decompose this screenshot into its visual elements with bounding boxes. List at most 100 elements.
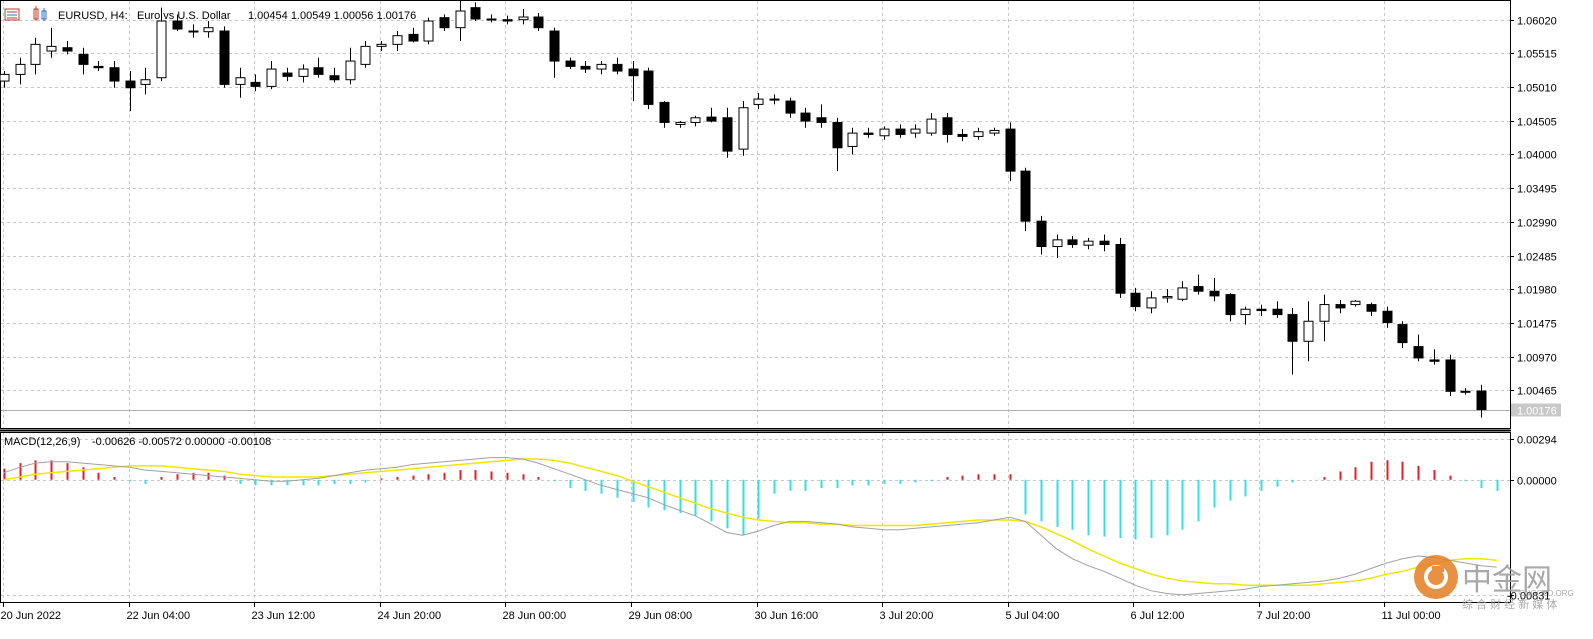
candle	[800, 107, 811, 128]
time-label: 28 Jun 00:00	[503, 610, 567, 622]
bear-candle-body	[565, 60, 576, 67]
candle	[1036, 215, 1047, 255]
bull-candle-body	[910, 128, 921, 134]
candle	[1193, 274, 1204, 295]
candle	[502, 15, 513, 25]
price-label: 1.02990	[1517, 218, 1557, 230]
price-axis[interactable]: 1.06020 1.05515 1.05010 1.04505 1.04000 1.034…	[1510, 16, 1561, 418]
price-label: 1.06020	[1517, 16, 1557, 28]
bear-candle-body	[78, 53, 89, 65]
candle	[816, 104, 827, 128]
candle	[753, 93, 764, 110]
candle-chart-icon[interactable]	[33, 6, 47, 21]
bear-candle-body	[1005, 128, 1016, 172]
main-grid	[1, 1, 1510, 428]
candle	[156, 7, 167, 82]
candle	[219, 26, 230, 88]
bear-candle-body	[1209, 290, 1220, 297]
bull-candle-body	[1303, 320, 1314, 342]
time-label: 3 Jul 20:00	[880, 610, 934, 622]
candle	[0, 71, 10, 88]
bull-candle-body	[690, 117, 701, 123]
candle	[1256, 304, 1267, 316]
candle	[235, 67, 246, 98]
candle	[1366, 302, 1377, 316]
time-label: 20 Jun 2022	[1, 610, 62, 622]
bear-candle-body	[1272, 308, 1283, 316]
bear-candle-body	[816, 117, 827, 123]
bear-candle-body	[628, 68, 639, 77]
macd-axis-label: -0.00831	[1507, 591, 1550, 603]
bull-candle-body	[973, 131, 984, 137]
candle	[423, 17, 434, 45]
price-label: 1.00970	[1517, 353, 1557, 365]
ohlc-values: 1.00454 1.00549 1.00056 1.00176	[248, 10, 416, 22]
bull-candle-body	[423, 20, 434, 42]
bear-candle-body	[1225, 294, 1236, 316]
bull-candle-body	[1052, 239, 1063, 248]
candle	[188, 24, 199, 38]
candle	[1162, 289, 1173, 303]
candle	[1115, 237, 1126, 298]
indicator-axis[interactable]: 0.00294 0.00000 -0.00831	[1507, 435, 1557, 603]
candle	[847, 127, 858, 155]
bull-candle-body	[1319, 304, 1330, 322]
candle	[1350, 299, 1361, 307]
candle	[313, 57, 324, 78]
bull-candle-body	[518, 16, 529, 21]
price-label: 1.04000	[1517, 150, 1557, 162]
bull-candle-body	[0, 73, 10, 82]
bull-candle-body	[15, 63, 26, 75]
bear-candle-body	[659, 101, 670, 123]
candle	[942, 113, 953, 143]
candle	[1146, 291, 1157, 314]
time-label: 7 Jul 20:00	[1257, 610, 1311, 622]
bear-candle-body	[188, 30, 199, 33]
time-axis[interactable]: 20 Jun 2022 22 Jun 04:00 23 Jun 12:00 24 Ju…	[1, 603, 1441, 622]
candlestick-series	[0, 1, 1487, 418]
candle	[518, 9, 529, 25]
candle	[345, 47, 356, 85]
candle	[376, 41, 387, 52]
candle	[1099, 234, 1110, 252]
bear-candle-body	[722, 117, 733, 152]
bear-candle-body	[93, 65, 104, 69]
bear-candle-body	[408, 33, 419, 42]
signal-line	[3, 458, 1497, 586]
bull-candle-body	[360, 45, 371, 65]
candle	[1225, 293, 1236, 322]
candle	[1429, 349, 1440, 365]
candle	[612, 57, 623, 75]
bear-candle-body	[769, 98, 780, 101]
candle	[565, 57, 576, 70]
candle	[738, 101, 749, 156]
chart-header: EURUSD, H4: Euro vs U.S. Dollar 1.00454 …	[4, 6, 416, 22]
candle	[1052, 234, 1063, 258]
candle	[549, 27, 560, 78]
candle	[15, 57, 26, 85]
bull-candle-body	[738, 107, 749, 150]
candle	[1460, 387, 1471, 395]
bear-candle-body	[1256, 308, 1267, 312]
bull-candle-body	[1460, 390, 1471, 393]
bear-candle-body	[1397, 324, 1408, 344]
candle	[895, 124, 906, 138]
candle	[533, 13, 544, 32]
macd-values: -0.00626 -0.00572 0.00000 -0.00108	[92, 436, 271, 448]
time-label: 5 Jul 04:00	[1006, 610, 1060, 622]
candle	[266, 61, 277, 90]
candle	[879, 126, 890, 140]
candle	[140, 67, 151, 95]
bull-candle-body	[1240, 308, 1251, 316]
bull-candle-body	[392, 35, 403, 45]
candle	[722, 107, 733, 158]
candle	[1335, 299, 1346, 314]
candle	[1303, 301, 1314, 362]
chart-window-icon[interactable]	[4, 8, 20, 21]
time-label: 6 Jul 12:00	[1131, 610, 1185, 622]
candle	[1083, 237, 1094, 250]
time-label: 24 Jun 20:00	[378, 610, 442, 622]
bull-candle-body	[847, 132, 858, 147]
